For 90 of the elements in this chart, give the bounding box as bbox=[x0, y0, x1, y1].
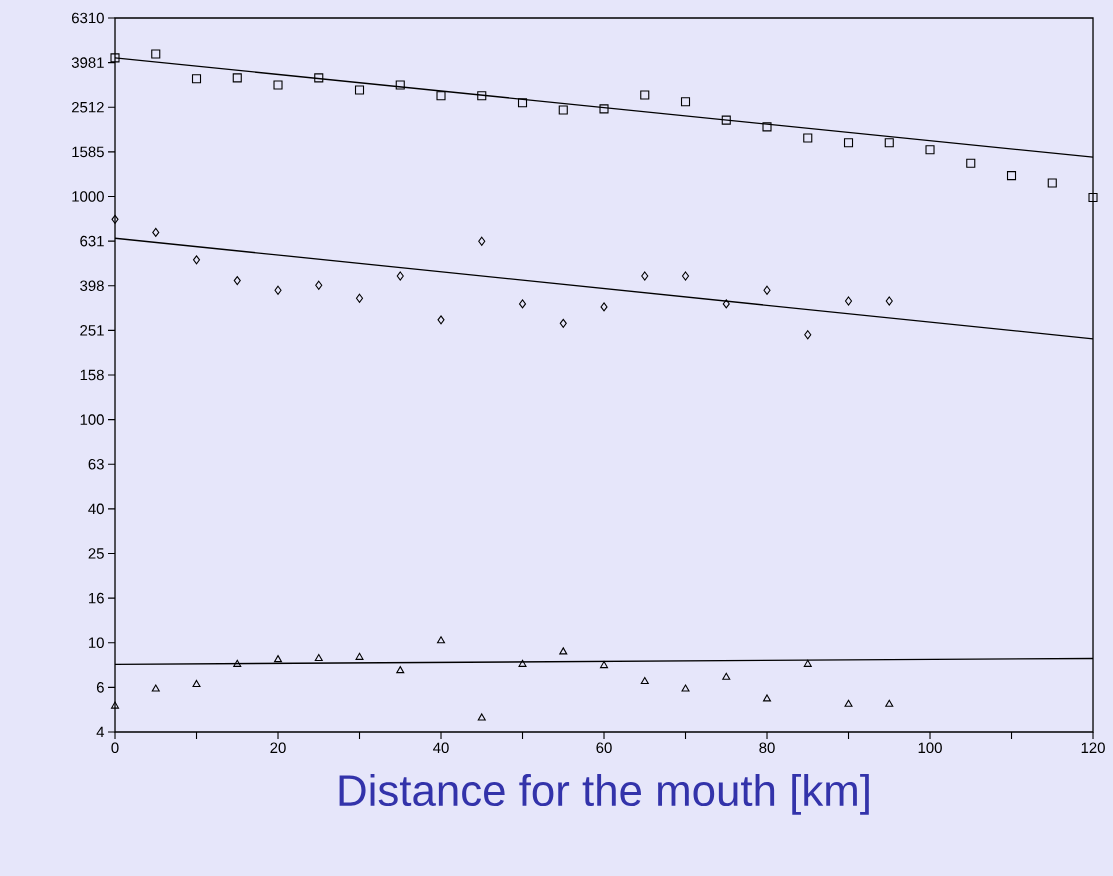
point bbox=[640, 676, 649, 685]
x-axis-title: Distance for the mouth [km] bbox=[339, 773, 869, 815]
y-tick-label: 1000 bbox=[72, 191, 104, 202]
point bbox=[518, 299, 527, 309]
y-tick-label: 158 bbox=[80, 369, 104, 381]
point bbox=[152, 227, 160, 237]
y-tick-label: 6 bbox=[96, 682, 104, 693]
x-tick-label: 100 bbox=[918, 742, 942, 754]
point bbox=[110, 701, 120, 709]
y-tick-label: 4 bbox=[96, 726, 105, 738]
point bbox=[600, 302, 608, 312]
y-tick-label: 16 bbox=[89, 592, 104, 604]
y-tick-label: 1585 bbox=[72, 146, 104, 158]
point bbox=[233, 276, 241, 286]
point bbox=[355, 293, 364, 303]
point bbox=[762, 122, 772, 132]
point bbox=[722, 672, 731, 680]
point bbox=[110, 53, 120, 63]
point bbox=[681, 271, 690, 281]
point bbox=[315, 280, 323, 290]
point bbox=[722, 299, 730, 309]
point bbox=[151, 684, 160, 692]
point bbox=[885, 699, 894, 707]
point bbox=[314, 653, 323, 662]
point bbox=[151, 49, 161, 59]
point bbox=[111, 214, 119, 224]
point bbox=[763, 285, 771, 295]
point bbox=[844, 699, 853, 707]
point bbox=[273, 80, 283, 90]
point bbox=[640, 90, 650, 100]
point bbox=[763, 694, 772, 702]
y-tick-label: 3981 bbox=[71, 57, 104, 68]
point bbox=[191, 74, 202, 84]
point bbox=[192, 679, 201, 688]
y-tick-label: 6310 bbox=[72, 12, 104, 24]
point bbox=[396, 271, 404, 281]
point bbox=[844, 296, 853, 306]
point bbox=[477, 91, 487, 101]
point bbox=[599, 104, 609, 114]
point bbox=[1088, 192, 1098, 202]
point bbox=[274, 285, 282, 295]
x-tick-label: 20 bbox=[270, 742, 286, 754]
x-tick-label: 120 bbox=[1081, 742, 1105, 754]
y-tick-label: 398 bbox=[80, 280, 104, 292]
point bbox=[314, 73, 324, 83]
point bbox=[803, 659, 812, 667]
x-tick-label: 40 bbox=[433, 742, 449, 754]
point bbox=[559, 647, 568, 655]
point bbox=[436, 91, 446, 101]
point bbox=[192, 255, 201, 265]
point bbox=[721, 115, 731, 125]
point bbox=[843, 138, 854, 148]
point bbox=[477, 713, 486, 721]
point bbox=[1047, 178, 1057, 188]
point bbox=[804, 330, 812, 340]
point bbox=[437, 315, 445, 325]
point bbox=[1006, 171, 1017, 181]
point bbox=[355, 652, 364, 660]
point bbox=[558, 105, 568, 115]
y-tick-label: 251 bbox=[80, 325, 104, 336]
point bbox=[803, 133, 813, 143]
point bbox=[354, 85, 365, 95]
point bbox=[680, 97, 691, 107]
point bbox=[559, 318, 567, 328]
point bbox=[884, 138, 894, 148]
y-tick-label: 10 bbox=[89, 637, 104, 649]
point bbox=[518, 659, 527, 667]
point bbox=[233, 659, 242, 667]
x-tick-label: 0 bbox=[111, 742, 119, 754]
y-tick-label: 40 bbox=[88, 503, 104, 515]
y-tick-label: 63 bbox=[88, 458, 104, 470]
point bbox=[517, 98, 528, 108]
x-tick-label: 60 bbox=[596, 742, 612, 754]
point bbox=[925, 145, 935, 155]
point bbox=[274, 655, 283, 663]
y-tick-label: 631 bbox=[80, 235, 104, 247]
point bbox=[885, 296, 893, 306]
point bbox=[478, 236, 486, 246]
y-tick-label: 2512 bbox=[72, 101, 104, 113]
point bbox=[396, 666, 405, 674]
y-tick-label: 100 bbox=[80, 414, 104, 425]
point bbox=[966, 158, 976, 168]
point bbox=[436, 636, 446, 644]
x-tick-label: 80 bbox=[759, 742, 775, 754]
point bbox=[681, 684, 690, 692]
point bbox=[641, 271, 649, 281]
y-tick-label: 25 bbox=[88, 548, 104, 559]
point bbox=[395, 80, 405, 90]
point bbox=[232, 73, 242, 83]
point bbox=[600, 661, 609, 669]
